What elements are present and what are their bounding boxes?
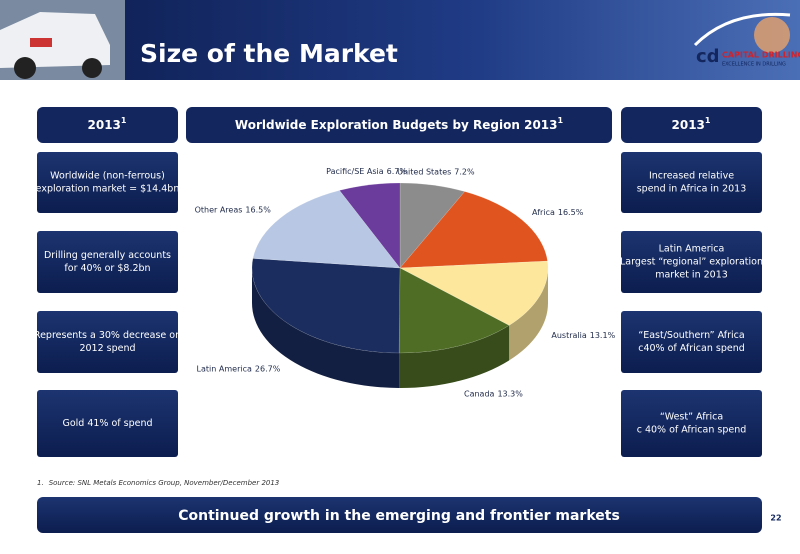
pie-label: Africa 16.5% (532, 208, 584, 217)
footer-text: Continued growth in the emerging and fro… (178, 508, 620, 524)
pie-label: Latin America 26.7% (197, 364, 281, 373)
right-heading-box (621, 107, 762, 143)
pie-label-value: 13.1% (590, 331, 616, 340)
pie-label-value: 16.5% (245, 205, 271, 214)
pie-label-value: 26.7% (255, 364, 281, 373)
info-box (37, 152, 178, 213)
logo-name: CAPITAL DRILLING (722, 51, 800, 60)
pie-slice (399, 260, 549, 326)
svg-text:cd: cd (696, 46, 720, 67)
pie-slice (399, 191, 548, 269)
pie-label-category: United States (397, 167, 451, 176)
pie-slice (339, 182, 401, 269)
pie-label: Canada 13.3% (464, 389, 523, 398)
footnote: 1. Source: SNL Metals Economics Group, No… (37, 479, 279, 487)
pie-label-value: 13.3% (497, 389, 523, 398)
pie-label-category: Latin America (197, 364, 252, 373)
pie-label-value: 16.5% (558, 208, 584, 217)
pie-label-category: Africa (532, 208, 555, 217)
pie-label-category: Other Areas (195, 205, 243, 214)
pie-slice (399, 182, 466, 269)
right-heading: 20131 (672, 116, 711, 132)
pie-label-category: Australia (551, 331, 586, 340)
info-text: c40% of African spend (638, 343, 745, 354)
info-box (621, 311, 762, 373)
pie-label: Other Areas 16.5% (195, 205, 272, 214)
pie-slice (398, 267, 510, 354)
logo: cd CAPITAL DRILLING EXCELLENCE IN DRILLI… (693, 12, 800, 68)
pie-label: Australia 13.1% (551, 331, 615, 340)
pie-side (399, 325, 510, 388)
pie-label: Pacific/SE Asia 6.7% (326, 167, 407, 176)
info-text: spend in Africa in 2013 (637, 184, 747, 195)
info-text: Drilling generally accounts (44, 250, 171, 261)
info-text: Represents a 30% decrease on (34, 330, 181, 341)
info-text: Increased relative (649, 171, 734, 182)
slide-title: Size of the Market (140, 39, 398, 68)
info-text: Largest “regional” exploration (620, 257, 763, 268)
pie-side (509, 268, 548, 361)
page-number: 22 (770, 514, 781, 523)
pie-label-category: Pacific/SE Asia (326, 167, 384, 176)
info-text: c 40% of African spend (637, 425, 747, 436)
info-text: exploration market = $14.4bn (36, 184, 180, 195)
logo-tagline: EXCELLENCE IN DRILLING (722, 62, 786, 68)
truck-photo (0, 0, 125, 80)
pie-label-category: Canada (464, 389, 495, 398)
info-text: 2012 spend (79, 343, 135, 354)
left-heading: 20131 (88, 116, 127, 132)
info-text: “East/Southern” Africa (638, 330, 744, 341)
info-box (621, 231, 762, 293)
pie-label-value: 6.7% (387, 167, 408, 176)
info-text: Latin America (659, 244, 725, 255)
info-text: for 40% or $8.2bn (64, 263, 150, 274)
pie-label-value: 7.2% (454, 167, 475, 176)
footer-bar (37, 497, 762, 533)
info-box (37, 311, 178, 373)
pie-label: United States 7.2% (397, 167, 475, 176)
chart-title: Worldwide Exploration Budgets by Region … (235, 116, 564, 132)
info-text: Gold 41% of spend (62, 418, 152, 429)
pie-slice (251, 258, 401, 354)
pie-slice (252, 190, 401, 269)
info-box (621, 152, 762, 213)
pie-side (252, 268, 400, 388)
info-box (37, 390, 178, 457)
chart-heading-box (186, 107, 612, 143)
left-heading-box (37, 107, 178, 143)
info-text: “West” Africa (660, 412, 723, 423)
info-box (37, 231, 178, 293)
info-box (621, 390, 762, 457)
header-band (0, 0, 800, 80)
info-text: market in 2013 (655, 270, 728, 281)
info-text: Worldwide (non-ferrous) (50, 171, 165, 182)
